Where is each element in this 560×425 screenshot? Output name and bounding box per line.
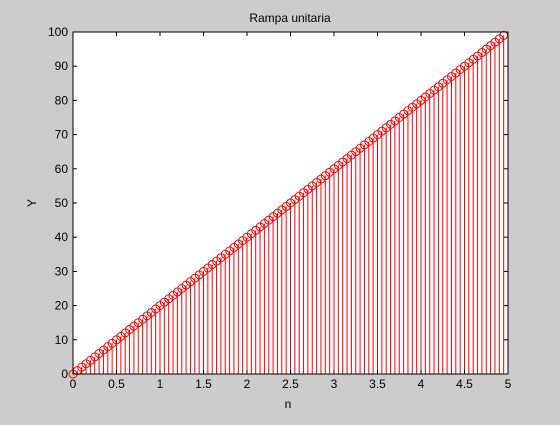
x-tick-label: 4.5 (456, 377, 473, 391)
y-tick-label: 80 (55, 93, 69, 107)
y-tick-label: 10 (55, 333, 69, 347)
x-tick-label: 3 (331, 377, 338, 391)
stem-series (76, 35, 505, 374)
y-ticks: 0 10 20 30 40 50 60 70 80 90 100 (48, 25, 508, 381)
x-tick-label: 1 (157, 377, 164, 391)
x-tick-label: 5 (505, 377, 512, 391)
y-tick-label: 40 (55, 230, 69, 244)
x-ticks: 0 0.5 1 1.5 2 2.5 3 3.5 4 4.5 5 (70, 32, 512, 391)
y-tick-label: 50 (55, 196, 69, 210)
y-tick-label: 70 (55, 128, 69, 142)
x-tick-label: 3.5 (369, 377, 386, 391)
y-tick-label: 30 (55, 264, 69, 278)
x-tick-label: 2 (244, 377, 251, 391)
chart-title: Rampa unitaria (249, 11, 331, 25)
x-tick-label: 4 (418, 377, 425, 391)
y-tick-label: 20 (55, 299, 69, 313)
x-tick-label: 1.5 (195, 377, 212, 391)
y-tick-label: 90 (55, 59, 69, 73)
x-axis-label: n (285, 397, 292, 411)
y-axis-label: Y (25, 199, 39, 207)
y-tick-label: 100 (48, 25, 68, 39)
x-tick-label: 0.5 (108, 377, 125, 391)
x-tick-label: 0 (70, 377, 77, 391)
y-tick-label: 0 (61, 367, 68, 381)
x-tick-label: 2.5 (282, 377, 299, 391)
marker-series (68, 30, 509, 379)
y-tick-label: 60 (55, 162, 69, 176)
